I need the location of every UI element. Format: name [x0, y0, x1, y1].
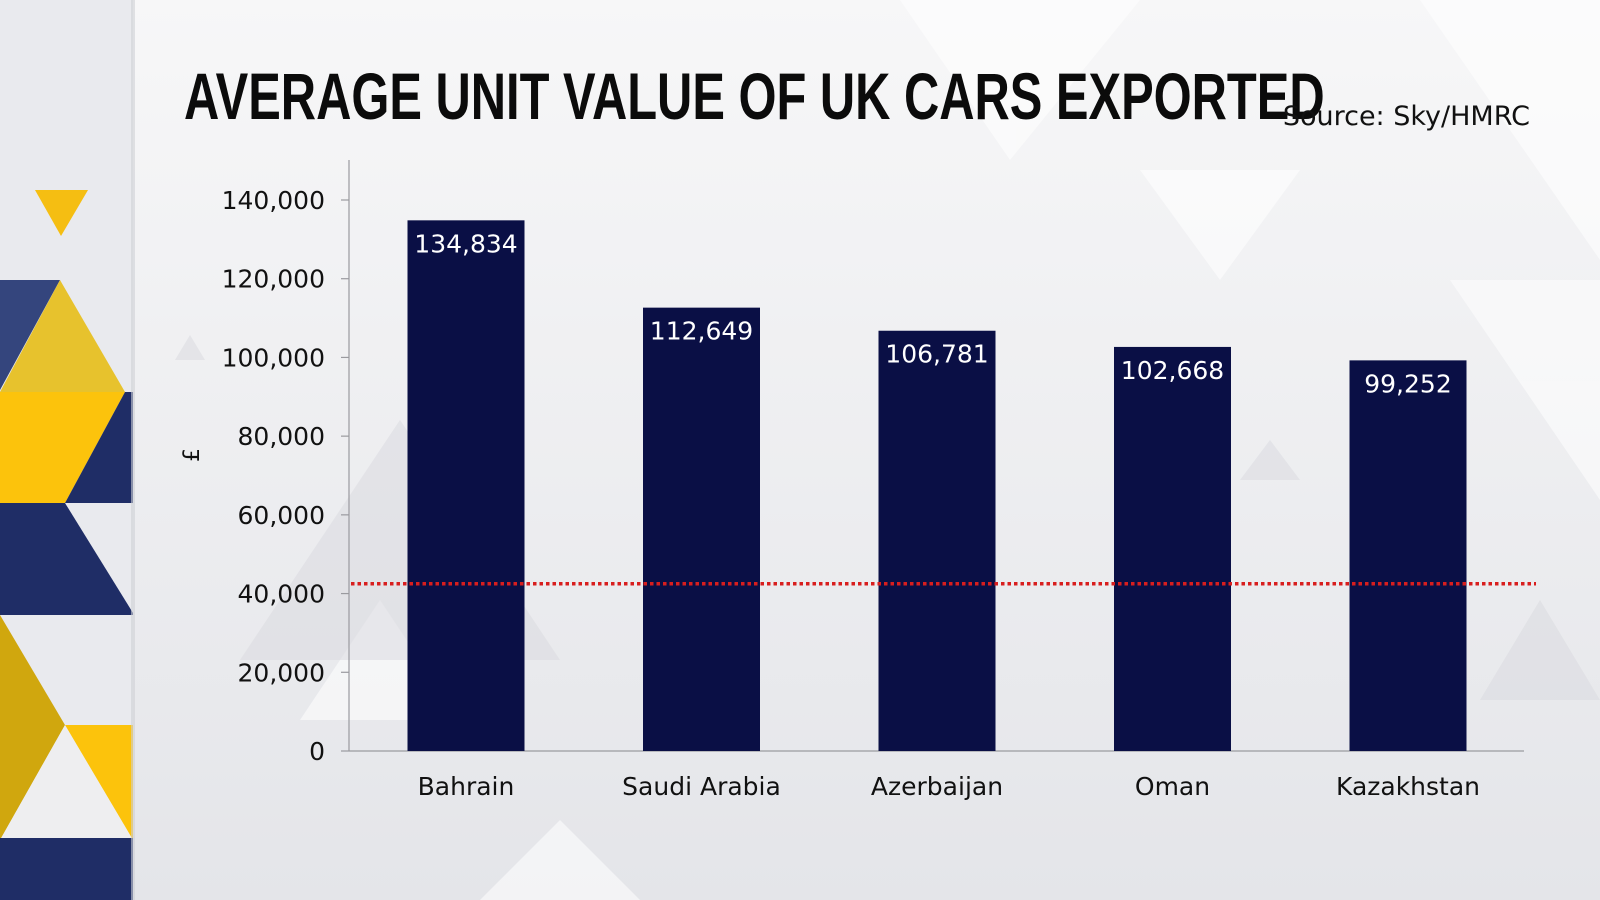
y-tick-label: 40,000 — [238, 580, 325, 609]
data-label: 102,668 — [1121, 356, 1224, 385]
bar-azerbaijan — [878, 330, 996, 751]
y-tick-label: 140,000 — [222, 186, 325, 215]
y-tick-label: 60,000 — [238, 501, 325, 530]
y-tick-label: 80,000 — [238, 422, 325, 451]
data-label: 134,834 — [414, 229, 517, 258]
data-label: 112,649 — [650, 317, 753, 346]
x-tick-label: Oman — [1135, 772, 1210, 801]
y-axis-label: £ — [180, 448, 205, 462]
y-tick-label: 20,000 — [238, 658, 325, 687]
x-tick-label: Bahrain — [418, 772, 515, 801]
x-tick-label: Azerbaijan — [871, 772, 1003, 801]
y-tick-label: 120,000 — [222, 265, 325, 294]
x-tick-label: Saudi Arabia — [622, 772, 781, 801]
y-tick-label: 100,000 — [222, 343, 325, 372]
data-label: 106,781 — [885, 340, 988, 369]
x-tick-label: Kazakhstan — [1336, 772, 1480, 801]
y-tick-label: 0 — [309, 737, 325, 766]
data-label: 99,252 — [1364, 369, 1451, 398]
chart-title: AVERAGE UNIT VALUE OF UK CARS EXPORTED — [184, 59, 1325, 133]
bar-kazakhstan — [1349, 360, 1467, 751]
left-decorative-panel — [0, 0, 135, 900]
bar-bahrain — [407, 220, 525, 751]
bar-saudi-arabia — [643, 307, 760, 751]
bar-oman — [1114, 346, 1231, 751]
source-label: Source: Sky/HMRC — [1282, 101, 1530, 132]
